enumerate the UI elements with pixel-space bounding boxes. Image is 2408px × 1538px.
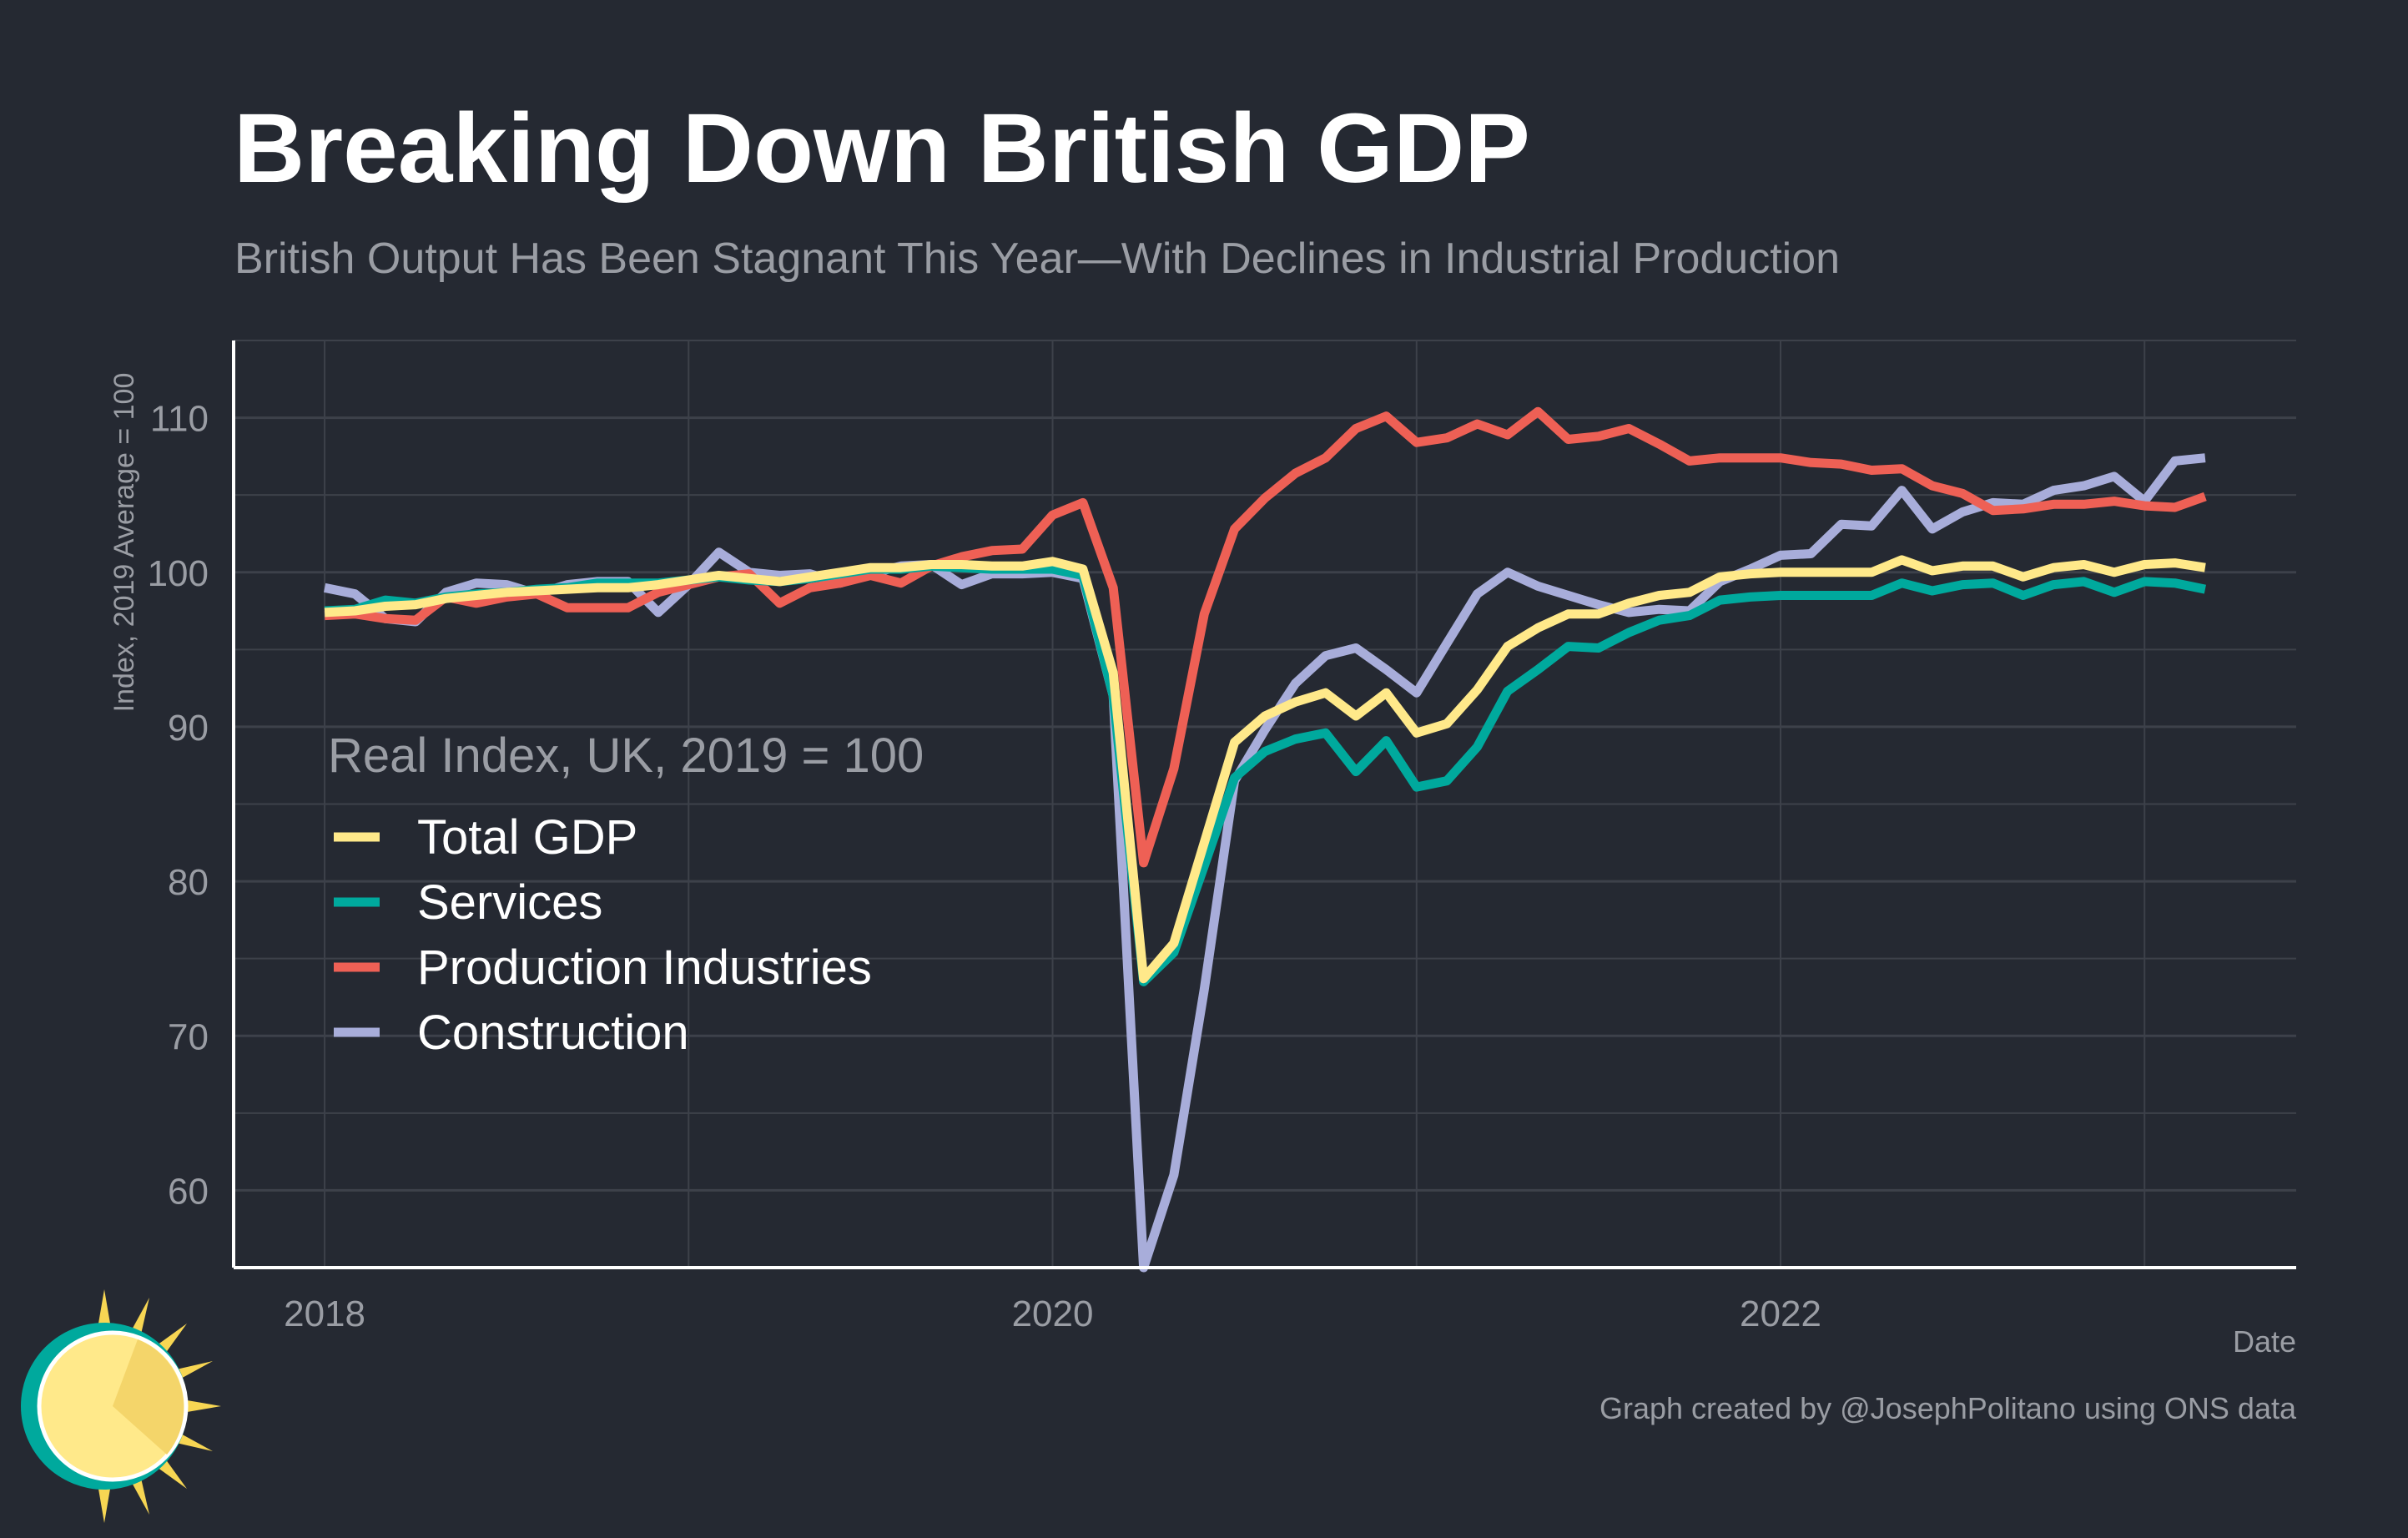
legend-label: Construction bbox=[417, 1006, 689, 1060]
legend-title: Real Index, UK, 2019 = 100 bbox=[328, 729, 924, 783]
y-tick-label: 100 bbox=[148, 553, 209, 594]
series-lines bbox=[324, 406, 2207, 1273]
chart-title: Breaking Down British GDP bbox=[234, 93, 1530, 204]
y-tick-label: 60 bbox=[168, 1171, 209, 1212]
x-tick-label: 2022 bbox=[1740, 1293, 1821, 1334]
series-line-construction bbox=[324, 453, 2206, 1273]
sun-logo bbox=[21, 1289, 221, 1523]
chart-subtitle: British Output Has Been Stagnant This Ye… bbox=[234, 234, 1840, 283]
y-tick-label: 90 bbox=[168, 708, 209, 749]
caption: Graph created by @JosephPolitano using O… bbox=[1599, 1391, 2297, 1425]
y-tick-label: 70 bbox=[168, 1016, 209, 1057]
legend-label: Production Industries bbox=[417, 940, 872, 995]
legend-label: Services bbox=[417, 875, 602, 930]
x-tick-label: 2020 bbox=[1012, 1293, 1094, 1334]
y-tick-label: 80 bbox=[168, 862, 209, 903]
x-ticks: 2018 2020 2022 bbox=[284, 1293, 1821, 1334]
series-line-total-gdp bbox=[324, 555, 2206, 984]
y-axis-label: Index, 2019 Average = 100 bbox=[108, 373, 140, 713]
x-axis-label: Date bbox=[2233, 1324, 2296, 1359]
series-line-production-industries bbox=[324, 406, 2207, 868]
x-tick-label: 2018 bbox=[284, 1293, 365, 1334]
legend-label: Total GDP bbox=[417, 810, 637, 865]
legend: Real Index, UK, 2019 = 100 Total GDP Serv… bbox=[328, 729, 924, 1060]
y-tick-label: 110 bbox=[150, 399, 209, 440]
y-ticks: 60 70 80 90 100 110 bbox=[148, 399, 209, 1213]
